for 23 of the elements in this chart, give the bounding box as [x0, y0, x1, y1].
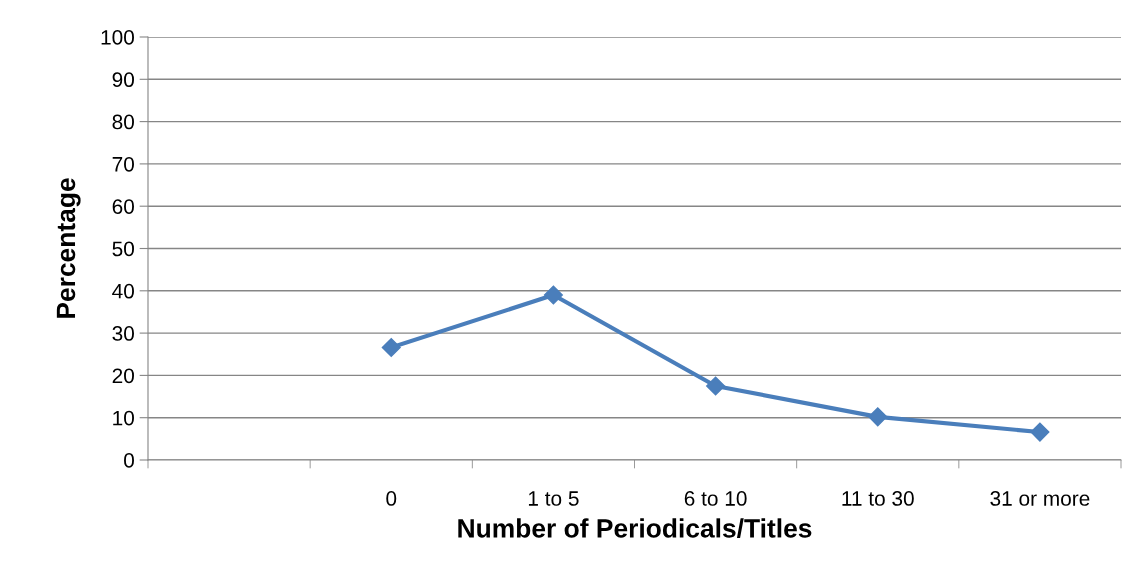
point	[1030, 422, 1050, 442]
y-tick-label: 80	[112, 114, 134, 130]
x-tick-label: 1 to 5	[528, 491, 579, 506]
y-tick-label: 10	[113, 410, 134, 426]
x-tick-label: 0	[386, 491, 397, 506]
y-tick-label: 90	[112, 72, 134, 88]
x-tick-label: 11 to 30	[842, 491, 914, 506]
y-tick-label: 0	[124, 453, 134, 468]
x-tick-label: 6 to 10	[684, 491, 747, 506]
y-tick-label: 30	[112, 326, 134, 341]
point	[543, 285, 563, 305]
y-axis-title: Percentage	[56, 178, 81, 318]
y-tick-label: 100	[101, 30, 134, 45]
y-tick-label: 40	[112, 283, 134, 299]
point	[868, 407, 888, 427]
y-tick-label: 70	[112, 156, 134, 172]
point	[381, 337, 401, 358]
y-tick-label: 60	[112, 199, 134, 214]
x-tick-label: 31 or more	[990, 491, 1090, 506]
y-tick-label: 20	[112, 368, 134, 384]
point	[706, 376, 726, 396]
y-tick-label: 50	[112, 241, 134, 257]
x-axis-title: Number of Periodicals/Titles	[458, 518, 812, 538]
